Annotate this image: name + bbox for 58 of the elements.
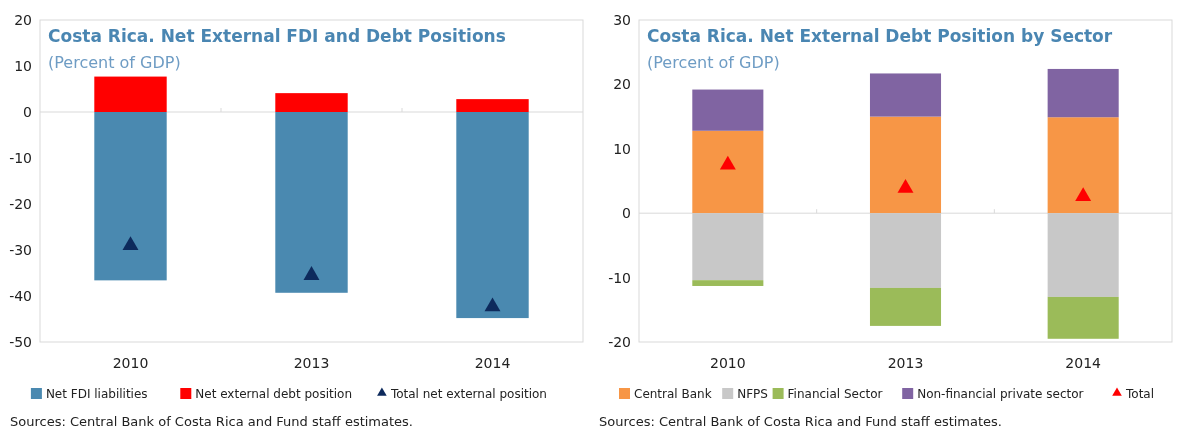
y-tick-label: -20: [9, 195, 32, 212]
x-tick-label: 2013: [293, 355, 330, 371]
bar: [1047, 68, 1119, 118]
y-tick-label: -20: [608, 333, 631, 350]
bar: [275, 93, 348, 112]
source-note: Sources: Central Bank of Costa Rica and Fund staff estimates.: [10, 414, 413, 429]
bar: [275, 112, 348, 293]
bar: [692, 213, 764, 281]
bar: [869, 287, 942, 326]
legend-label: Net external debt position: [195, 387, 353, 402]
point: [303, 266, 320, 280]
x-tick-label: 2014: [1065, 355, 1102, 371]
bar: [1047, 296, 1119, 339]
bar: [94, 112, 167, 281]
x-tick-label: 2010: [710, 355, 746, 371]
legend-label: Non-financial private sector: [917, 387, 1084, 402]
y-tick-label: 0: [23, 103, 32, 120]
bar: [869, 116, 942, 214]
bar: [869, 73, 942, 117]
x-tick-label: 2010: [112, 355, 149, 371]
bar: [692, 280, 764, 286]
legend-label: Financial Sector: [787, 387, 883, 402]
point: [122, 236, 139, 250]
source-note: Sources: Central Bank of Costa Rica and Fund staff estimates.: [599, 414, 1002, 429]
y-tick-label: -40: [9, 287, 32, 304]
chart-title: Costa Rica. Net External FDI and Debt Positions: [48, 26, 506, 46]
bar: [692, 130, 764, 214]
bar: [456, 112, 529, 319]
point: [484, 297, 501, 312]
y-tick-label: 0: [622, 205, 631, 222]
text: (Percent of GDP): [647, 53, 780, 72]
y-tick-label: -30: [9, 241, 32, 258]
y-tick-label: 10: [613, 140, 631, 157]
y-tick-label: 10: [14, 57, 32, 74]
bar: [94, 76, 167, 112]
legend-label: Central Bank: [634, 387, 712, 402]
y-tick-label: 30: [613, 11, 631, 28]
point: [1075, 187, 1092, 202]
y-tick-label: -50: [9, 333, 32, 350]
y-tick-label: -10: [608, 269, 631, 286]
bar: [1047, 117, 1119, 214]
y-tick-label: -10: [9, 149, 32, 166]
chart-title: Costa Rica. Net External Debt Position by Sector: [647, 26, 1113, 46]
legend-label: NFPS: [737, 387, 768, 402]
bar: [692, 89, 764, 131]
x-tick-label: 2014: [474, 355, 511, 371]
y-tick-label: 20: [14, 11, 32, 28]
text: (Percent of GDP): [48, 53, 181, 72]
legend-label: Total net external position: [389, 387, 547, 402]
bar: [869, 213, 942, 288]
point: [719, 155, 736, 170]
bar: [456, 99, 529, 112]
x-tick-label: 2013: [887, 355, 924, 371]
point: [897, 178, 914, 193]
bar: [1047, 213, 1119, 297]
y-tick-label: 20: [613, 76, 631, 93]
legend-label: Total: [1125, 387, 1155, 402]
legend-label: Net FDI liabilities: [45, 387, 148, 402]
